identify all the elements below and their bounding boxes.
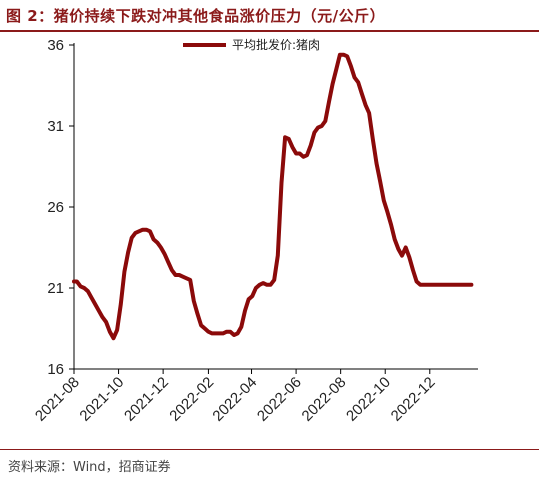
x-tick-label: 2021-12 (121, 374, 172, 425)
x-tick-label: 2022-02 (166, 374, 217, 425)
source-note: 资料来源：Wind，招商证券 (8, 460, 171, 475)
y-tick-label: 31 (47, 118, 64, 135)
x-tick-label: 2022-06 (254, 374, 305, 425)
y-tick-label: 16 (47, 361, 64, 378)
x-tick-label: 2022-10 (343, 374, 394, 425)
y-tick-label: 21 (47, 280, 64, 297)
x-tick-label: 2022-08 (299, 374, 350, 425)
legend-label: 平均批发价:猪肉 (232, 37, 320, 52)
y-axis: 16 21 26 31 36 (47, 37, 75, 378)
x-tick-label: 2022-12 (388, 374, 439, 425)
source-rule (0, 449, 539, 450)
x-axis: 2021-082021-102021-122022-022022-042022-… (32, 368, 478, 425)
series-line (72, 52, 474, 341)
series-group (72, 52, 474, 341)
y-tick-label: 26 (47, 199, 64, 216)
x-tick-label: 2021-08 (32, 374, 83, 425)
x-tick-label: 2022-04 (209, 374, 260, 425)
y-tick-label: 36 (47, 37, 64, 54)
figure-title: 图 2：猪价持续下跌对冲其他食品涨价压力（元/公斤） (6, 7, 386, 25)
title-rule (0, 30, 539, 32)
legend: 平均批发价:猪肉 (183, 37, 320, 52)
x-tick-label: 2021-10 (76, 374, 127, 425)
